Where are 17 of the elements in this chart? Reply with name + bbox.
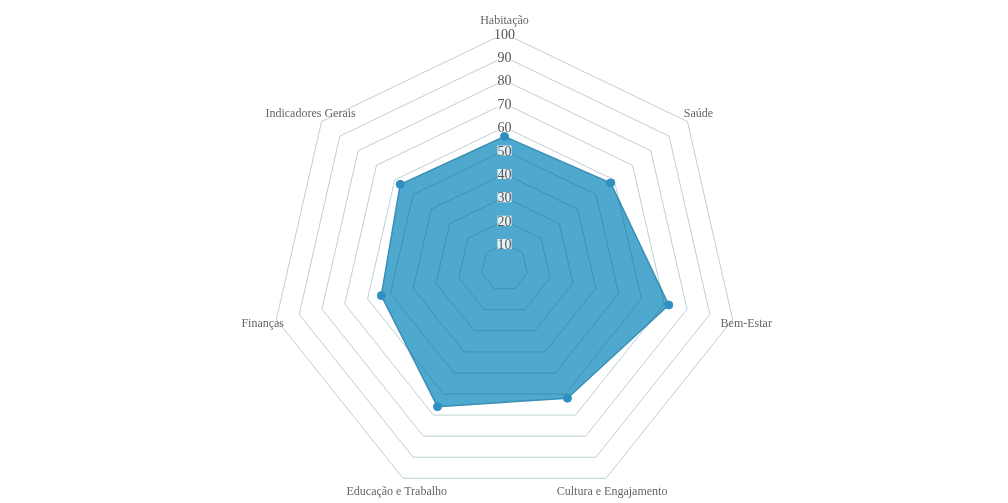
spoke-label: Bem-Estar <box>720 315 772 330</box>
spoke-label: Saúde <box>683 105 714 120</box>
spoke-label: Cultura e Engajamento <box>556 483 668 498</box>
y-tick-label: 60 <box>497 120 512 136</box>
spoke-label: Indicadores Gerais <box>265 105 357 120</box>
y-tick-label: 100 <box>494 26 515 42</box>
y-tick-label: 90 <box>497 49 512 65</box>
y-tick-label: 80 <box>497 73 512 89</box>
y-tick-label: 70 <box>497 96 512 112</box>
spoke-label: Finanças <box>241 315 285 330</box>
spoke-label: Educação e Trabalho <box>346 483 448 498</box>
y-tick-label: 20 <box>497 213 512 229</box>
y-tick-label: 40 <box>497 166 512 182</box>
y-tick-label: 30 <box>497 190 512 206</box>
spoke-label: Habitação <box>480 12 529 27</box>
y-tick-label: 50 <box>497 143 512 159</box>
y-tick-label: 10 <box>497 237 512 253</box>
